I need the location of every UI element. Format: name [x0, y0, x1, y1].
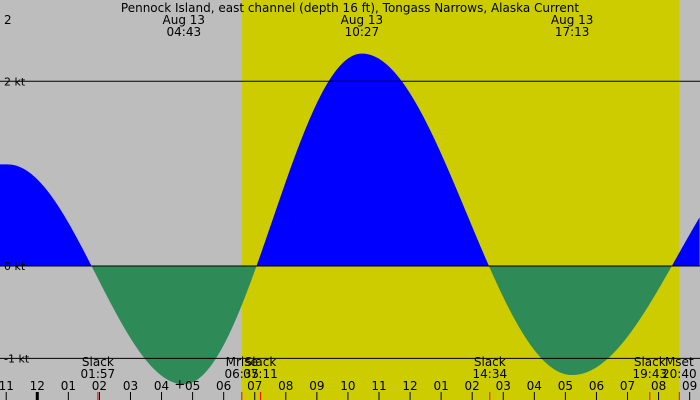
extreme-time-1: 04:43 — [167, 25, 202, 39]
event-labels: Slack01:57Mrise06:35Slack07:11Slack14:34… — [81, 355, 697, 381]
y-tick-label: 2 kt — [4, 75, 26, 88]
x-tick-label: 11 — [0, 379, 14, 393]
chart-title: Pennock Island, east channel (depth 16 f… — [121, 1, 579, 15]
extreme-time-2: 10:27 — [345, 25, 380, 39]
x-tick-label: 08 — [651, 379, 666, 393]
event-label-2: Slack — [244, 355, 276, 369]
x-tick-label: 01 — [433, 379, 448, 393]
event-time-0: 01:57 — [81, 367, 116, 381]
min-marker: + — [174, 377, 185, 392]
x-tick-label: 04 — [154, 379, 169, 393]
grid-lines — [0, 80, 700, 359]
x-tick-label: 04 — [527, 379, 542, 393]
x-tick-label: 08 — [278, 379, 293, 393]
ebb-area-3 — [488, 266, 673, 376]
extreme-date-1: Aug 13 — [163, 13, 206, 27]
x-tick-label: 11 — [371, 379, 386, 393]
x-tick-label: 06 — [216, 379, 231, 393]
event-label-0: Slack — [82, 355, 114, 369]
extreme-date-2: Aug 13 — [341, 13, 384, 27]
x-tick-label: 12 — [402, 379, 417, 393]
x-tick-label: 05 — [185, 379, 200, 393]
event-label-5: Mset — [665, 355, 694, 369]
x-tick-label: 06 — [589, 379, 604, 393]
event-time-4: 19:43 — [633, 367, 668, 381]
x-tick-label: 09 — [309, 379, 324, 393]
current-areas — [0, 53, 700, 385]
x-tick-label: 01 — [61, 379, 76, 393]
event-label-3: Slack — [474, 355, 506, 369]
extreme-date-3: Aug 13 — [551, 13, 594, 27]
x-tick-label: 05 — [558, 379, 573, 393]
x-tick-label: 02 — [465, 379, 480, 393]
event-time-1: 06:35 — [224, 367, 259, 381]
event-time-5: 20:40 — [662, 367, 697, 381]
x-tick-label: 09 — [682, 379, 697, 393]
flood-area-2 — [256, 53, 489, 267]
x-tick-label: 02 — [92, 379, 107, 393]
y-axis-labels: 2 kt 0 kt -1 kt — [4, 75, 30, 365]
flood-area-4 — [672, 217, 700, 267]
x-tick-label: 03 — [123, 379, 138, 393]
extreme-time-3: 17:13 — [555, 25, 590, 39]
x-tick-label: 07 — [620, 379, 635, 393]
ebb-area-1 — [91, 266, 257, 385]
x-tick-label: 10 — [340, 379, 355, 393]
y-tick-label: 0 kt — [4, 260, 26, 273]
x-tick-label: 03 — [496, 379, 511, 393]
x-tick-label: 07 — [247, 379, 262, 393]
event-time-2: 07:11 — [243, 367, 278, 381]
event-label-1: Mrise — [226, 355, 258, 369]
y-tick-label: -1 kt — [4, 352, 30, 365]
event-label-4: Slack — [634, 355, 666, 369]
event-time-3: 14:34 — [473, 367, 508, 381]
x-tick-label: 12 — [30, 379, 45, 393]
flood-area-0 — [0, 164, 92, 267]
extreme-date-0: 2 — [4, 13, 12, 27]
min-marker-plus: + — [174, 377, 185, 392]
x-axis-ticks: 11 12 01 02 03 04 05 06 07 08 09 10 11 12 01 02 03 04 05 06… — [0, 379, 697, 400]
